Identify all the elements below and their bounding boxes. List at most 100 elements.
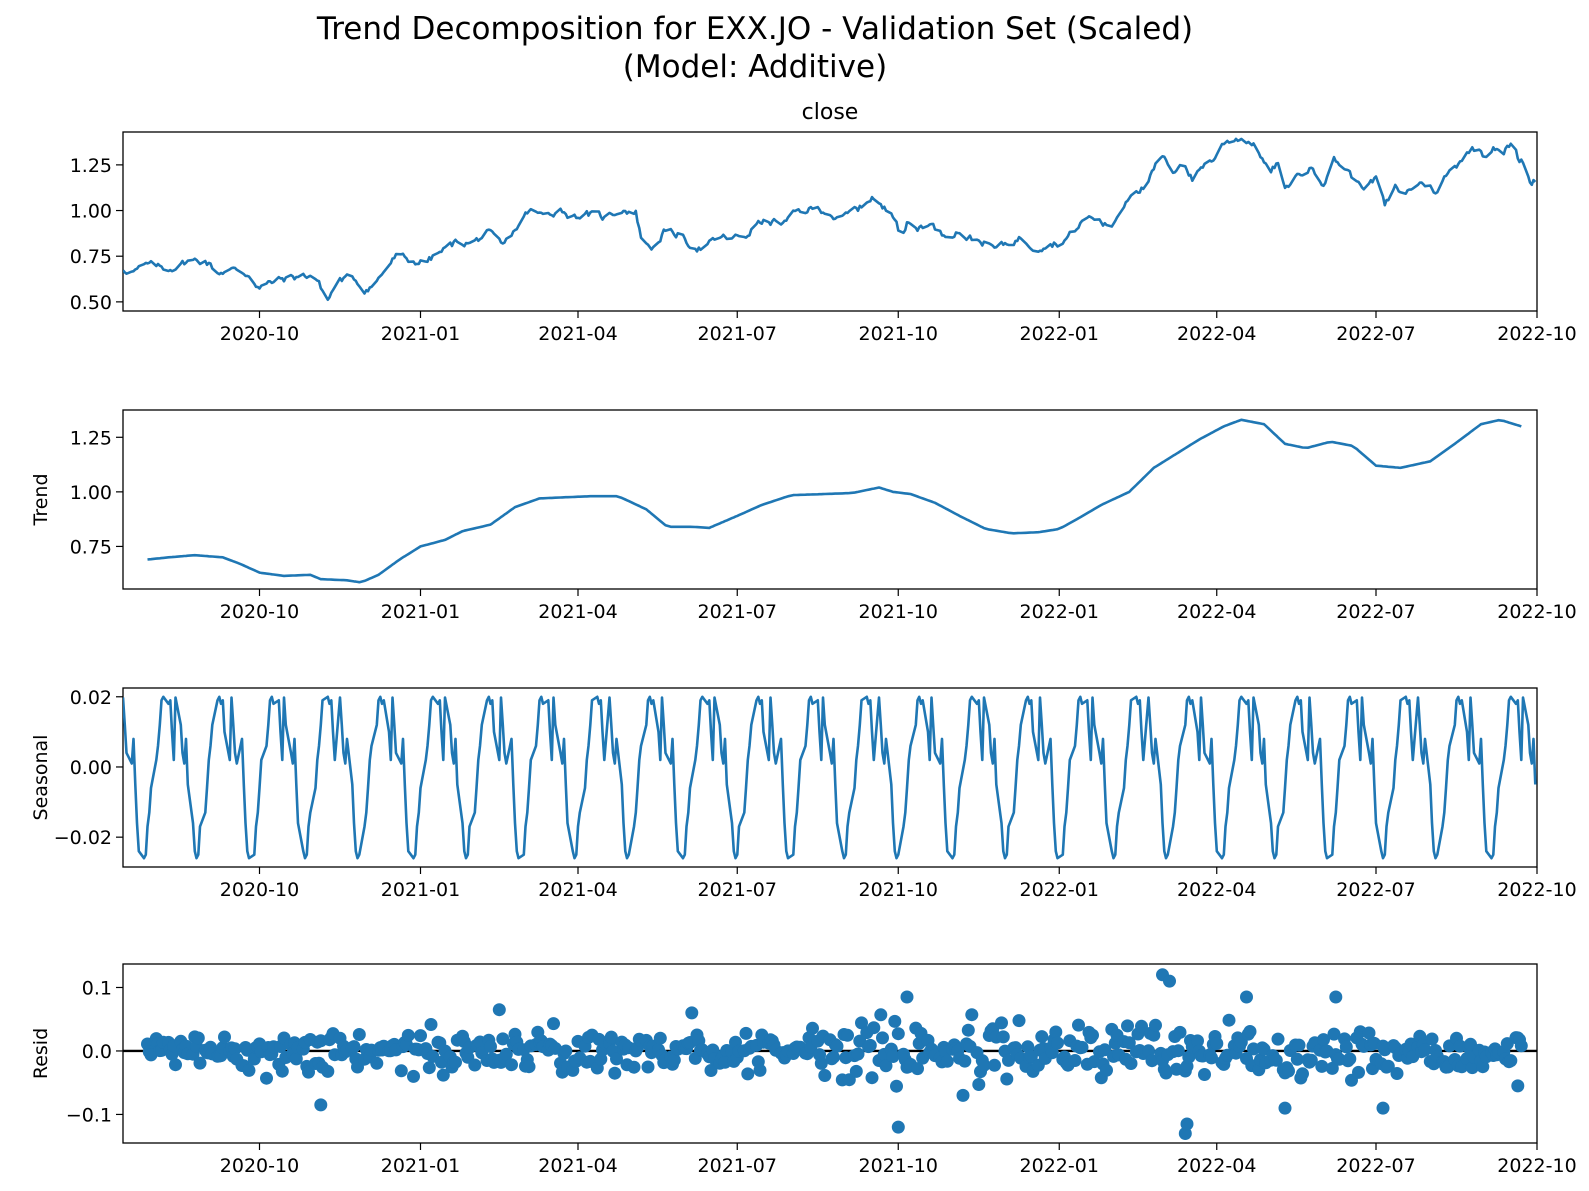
resid-point	[653, 1031, 667, 1045]
resid-point	[1198, 1068, 1211, 1081]
panel-close: 0.50 0.75 1.00 1.25 2020-10 2021-01 2021-04 202…	[70, 100, 1577, 345]
resid-point	[1124, 1057, 1138, 1070]
resid-point	[1269, 1053, 1283, 1067]
resid-point	[972, 1078, 986, 1091]
x-tick-label: 2021-01	[381, 601, 460, 623]
resid-point	[886, 1050, 900, 1063]
x-tick-label: 2022-07	[1336, 879, 1415, 901]
y-tick-label: 1.25	[70, 155, 112, 177]
resid-point	[1045, 1046, 1059, 1060]
resid-point	[1352, 1065, 1365, 1079]
x-tick-label: 2020-10	[220, 879, 299, 901]
resid-point	[961, 1023, 975, 1037]
resid-point	[1145, 1054, 1159, 1068]
resid-point	[1191, 1034, 1204, 1048]
resid-point	[741, 1067, 755, 1081]
resid-point	[890, 1079, 903, 1093]
resid-point	[1086, 1028, 1099, 1042]
x-tick-label: 2021-07	[698, 1155, 777, 1177]
resid-point	[995, 1016, 1008, 1030]
x-tick-label: 2022-01	[1020, 323, 1099, 345]
resid-point	[604, 1030, 618, 1044]
x-tick-label: 2022-04	[1177, 601, 1256, 623]
resid-point	[753, 1063, 767, 1077]
axes-frame	[122, 409, 1538, 590]
x-tick-label: 2021-01	[381, 879, 460, 901]
resid-point	[547, 1017, 560, 1031]
x-tick-label: 2022-04	[1177, 323, 1256, 345]
resid-point	[1465, 1061, 1479, 1075]
resid-point	[851, 1047, 865, 1061]
resid-point	[496, 1032, 510, 1046]
resid-point	[1325, 1061, 1339, 1075]
panel-seasonal: −0.02 0.00 0.02 2020-10 2021-01 2021-04 2021-0…	[30, 687, 1577, 901]
x-tick-label: 2021-07	[698, 323, 777, 345]
resid-point	[1327, 1027, 1341, 1041]
resid-point	[1210, 1037, 1224, 1050]
resid-point	[1243, 1025, 1257, 1038]
resid-point	[940, 1054, 954, 1068]
resid-point	[627, 1060, 641, 1074]
resid-point	[1222, 1013, 1236, 1027]
resid-point	[414, 1029, 427, 1043]
resid-point	[352, 1028, 366, 1041]
x-tick-label: 2022-10	[1497, 323, 1576, 345]
x-tick-label: 2021-10	[859, 601, 938, 623]
axes-frame	[122, 963, 1538, 1144]
resid-point	[900, 990, 914, 1004]
x-tick-label: 2021-04	[538, 323, 617, 345]
resid-point	[1171, 1044, 1185, 1058]
y-tick-label: −0.02	[54, 827, 112, 849]
resid-point	[191, 1031, 205, 1045]
x-tick-label: 2021-04	[538, 879, 617, 901]
resid-point	[1282, 1064, 1295, 1078]
resid-point	[685, 1006, 699, 1020]
resid-point	[1381, 1059, 1395, 1073]
x-tick-label: 2020-10	[220, 601, 299, 623]
resid-point	[849, 1064, 863, 1078]
resid-point	[641, 1060, 655, 1074]
resid-point	[422, 1061, 436, 1075]
resid-point	[1205, 1051, 1218, 1065]
resid-point	[228, 1042, 242, 1056]
resid-point	[1240, 990, 1253, 1004]
resid-point	[468, 1058, 482, 1072]
resid-point	[739, 1026, 753, 1040]
resid-point	[1290, 1052, 1304, 1066]
resid-point	[988, 1058, 1001, 1072]
resid-point	[827, 1050, 840, 1064]
resid-point	[855, 1016, 868, 1030]
y-tick-label: 1.00	[70, 201, 112, 223]
y-axis-label: Resid	[30, 1028, 52, 1079]
y-axis-label: Trend	[30, 474, 52, 527]
resid-point	[1278, 1101, 1292, 1115]
resid-point	[1317, 1033, 1330, 1047]
resid-point	[1075, 1040, 1089, 1054]
x-tick-label: 2022-07	[1336, 601, 1415, 623]
y-tick-label: 1.25	[70, 427, 112, 449]
resid-point	[1390, 1067, 1404, 1080]
resid-point	[1135, 1019, 1148, 1033]
resid-point	[806, 1021, 819, 1035]
resid-point	[401, 1028, 415, 1042]
resid-point	[424, 1018, 438, 1031]
resid-point	[1173, 1025, 1187, 1039]
series-line-seasonal	[123, 695, 1537, 860]
resid-point	[863, 1038, 877, 1052]
resid-point	[347, 1040, 361, 1054]
resid-point	[1122, 1036, 1136, 1050]
resid-point	[484, 1040, 497, 1053]
x-tick-label: 2021-01	[381, 1155, 460, 1177]
y-tick-label: −0.1	[66, 1104, 112, 1126]
axes-frame	[122, 131, 1538, 312]
resid-point	[559, 1044, 573, 1058]
x-tick-label: 2021-10	[859, 879, 938, 901]
y-tick-label: 0.75	[70, 246, 112, 268]
resid-point	[1051, 1036, 1064, 1050]
resid-point	[242, 1063, 256, 1077]
resid-point	[1304, 1053, 1318, 1067]
resid-point	[1514, 1039, 1528, 1053]
resid-point	[1121, 1019, 1134, 1033]
y-tick-label: 0.00	[70, 757, 112, 779]
panel-resid: −0.1 0.0 0.1 2020-10 2021-01 2021-04 2021-07 20…	[30, 963, 1577, 1177]
